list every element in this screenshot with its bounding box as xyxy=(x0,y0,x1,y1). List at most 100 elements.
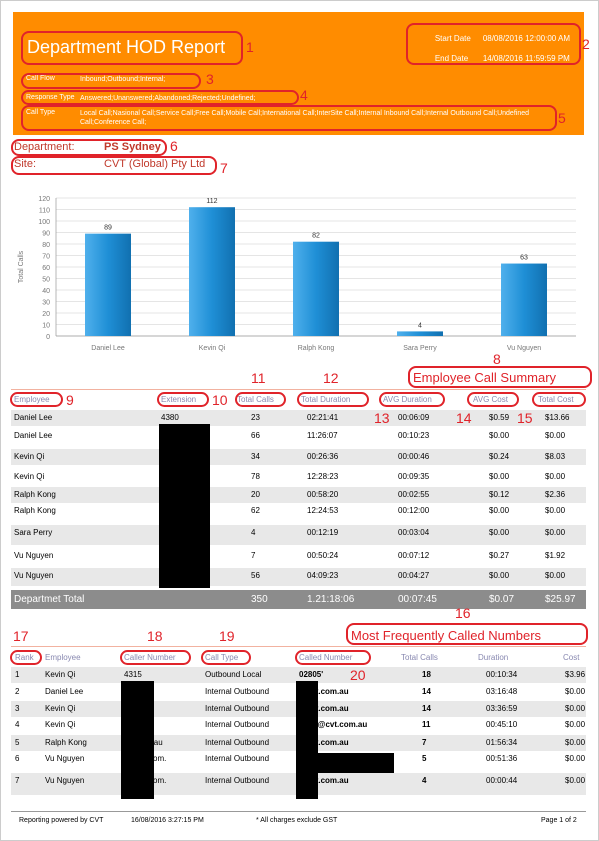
annotation-box xyxy=(21,90,299,105)
cell-calls: 7 xyxy=(251,551,256,560)
cell-calls: 23 xyxy=(251,413,260,422)
cell-employee: Vu Nguyen xyxy=(45,754,85,763)
col-call-type: Call Type xyxy=(205,653,239,662)
cell-dur: 11:26:07 xyxy=(307,431,338,440)
data-label: 112 xyxy=(206,198,217,205)
end-date-value: 14/08/2016 11:59:59 PM xyxy=(482,54,570,63)
cell-caller: 4315 xyxy=(124,670,142,679)
cell-ext: 4380 xyxy=(161,413,179,422)
cell-calls: 20 xyxy=(251,490,260,499)
cell-calls: 4 xyxy=(422,776,427,785)
cell-cost: $13.66 xyxy=(545,413,570,422)
y-tick-label: 60 xyxy=(42,265,50,272)
cell-cost: $0.00 xyxy=(565,687,586,696)
cell-employee: Ralph Kong xyxy=(45,738,87,747)
table-row: Ralph Kong 20 00:58:20 00:02:55 $0.12 $2.36 xyxy=(11,487,586,503)
annotation-number: 16 xyxy=(455,605,471,621)
annotation-box xyxy=(10,392,63,407)
cell-called: 02805' xyxy=(299,670,324,679)
cell-cost: $0.00 xyxy=(565,720,586,729)
total-cost: $25.97 xyxy=(545,594,576,605)
cell-cost: $0.00 xyxy=(545,528,566,537)
response-type-filter: Response Type Answered;Unanswered;Abando… xyxy=(26,94,550,103)
table-row: 1 Kevin Qi 4315 Outbound Local 02805' 18 00:10… xyxy=(11,667,586,683)
cell-calls: 66 xyxy=(251,431,260,440)
call-flow-filter: Call Flow Inbound;Outbound;Internal; xyxy=(26,75,550,84)
annotation-number: 2 xyxy=(582,36,590,52)
data-label: 89 xyxy=(104,225,112,232)
annotation-number: 1 xyxy=(246,39,254,55)
bar xyxy=(501,263,547,336)
call-flow-label: Call Flow xyxy=(26,75,55,82)
cell-called: @cvt.com.au xyxy=(299,738,349,747)
cell-employee: Daniel Lee xyxy=(14,431,53,440)
cell-avgcost: $0.00 xyxy=(489,506,510,515)
cell-dur: 03:36:59 xyxy=(486,704,518,713)
annotation-box xyxy=(120,650,191,665)
cell-rank: 3 xyxy=(15,704,20,713)
cell-cost: $0.00 xyxy=(545,506,566,515)
cell-calls: 14 xyxy=(422,704,431,713)
department-value: PS Sydney xyxy=(104,141,161,153)
report-title: Department HOD Report xyxy=(27,37,226,57)
y-axis-title: Total Calls xyxy=(18,250,25,283)
cell-calls: 18 xyxy=(422,670,431,679)
cell-dur: 00:58:20 xyxy=(307,490,339,499)
call-flow-value: Inbound;Outbound;Internal; xyxy=(80,76,166,83)
annotation-number: 19 xyxy=(219,628,235,644)
cell-avgcost: $0.00 xyxy=(489,528,510,537)
cell-avgcost: $0.59 xyxy=(489,413,510,422)
total-label: Departmet Total xyxy=(14,594,85,605)
cell-employee: Kevin Qi xyxy=(14,472,45,481)
department-field: Department: PS Sydney xyxy=(14,141,161,153)
col-total-calls: Total Calls xyxy=(401,653,438,662)
bar xyxy=(85,233,131,336)
cell-avgcost: $0.12 xyxy=(489,490,510,499)
col-employee: Employee xyxy=(45,653,81,662)
annotation-number: 20 xyxy=(350,667,366,683)
cell-cost: $3.96 xyxy=(565,670,586,679)
cell-rank: 1 xyxy=(15,670,20,679)
y-tick-label: 120 xyxy=(38,196,50,203)
annotation-number: 14 xyxy=(456,410,472,426)
annotation-box xyxy=(467,392,519,407)
col-duration: Duration xyxy=(478,653,509,662)
cell-calls: 34 xyxy=(251,452,260,461)
cell-employee: Ralph Kong xyxy=(14,506,56,515)
cell-avgcost: $0.00 xyxy=(489,472,510,481)
y-tick-label: 90 xyxy=(42,231,50,238)
cell-avg: 00:03:04 xyxy=(398,528,430,537)
annotation-number: 4 xyxy=(300,87,308,103)
annotation-number: 10 xyxy=(212,392,228,408)
annotation-number: 5 xyxy=(558,110,566,126)
report-footer: Reporting powered by CVT 16/08/2016 3:27… xyxy=(11,811,586,824)
footer-powered: Reporting powered by CVT xyxy=(19,817,104,824)
annotation-number: 18 xyxy=(147,628,163,644)
cell-calls: 7 xyxy=(422,738,427,747)
col-total-calls: Total Calls xyxy=(237,395,274,404)
call-type-label: Call Type xyxy=(26,109,56,116)
data-label: 63 xyxy=(520,255,528,262)
cell-avgcost: $0.27 xyxy=(489,551,510,560)
annotation-box xyxy=(21,105,557,131)
table-row: Daniel Leecvt.com.a6611:26:0700:10:23$0.… xyxy=(11,428,586,446)
y-tick-label: 50 xyxy=(42,277,50,284)
cell-dur: 00:50:24 xyxy=(307,551,339,560)
cell-dur: 00:51:36 xyxy=(486,754,518,763)
frequent-rule xyxy=(11,646,586,647)
cell-employee: Vu Nguyen xyxy=(14,551,54,560)
annotation-number: 9 xyxy=(66,392,74,408)
x-tick-label: Daniel Lee xyxy=(91,345,125,352)
footer-page: Page 1 of 2 xyxy=(541,817,577,824)
cell-calls: 62 xyxy=(251,506,260,515)
annotation-box xyxy=(346,623,588,645)
cell-employee: Daniel Lee xyxy=(45,687,84,696)
cell-cost: $0.00 xyxy=(565,776,586,785)
redaction-block xyxy=(121,681,154,799)
cell-employee: Daniel Lee xyxy=(14,413,53,422)
cell-avg: 00:09:35 xyxy=(398,472,430,481)
annotation-number: 11 xyxy=(251,370,266,386)
y-tick-label: 70 xyxy=(42,254,50,261)
cell-avgcost: $0.24 xyxy=(489,452,510,461)
department-total-row: Departmet Total 350 1.21:18:06 00:07:45 … xyxy=(11,590,586,609)
